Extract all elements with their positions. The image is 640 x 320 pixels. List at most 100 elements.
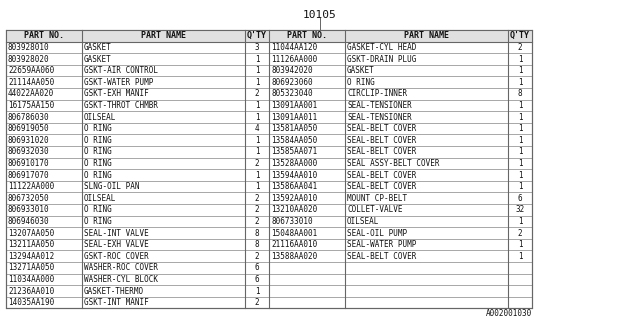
Text: 13210AA020: 13210AA020 xyxy=(271,205,317,214)
Text: 13294AA012: 13294AA012 xyxy=(8,252,54,261)
Text: 8: 8 xyxy=(255,240,259,249)
Text: O RING: O RING xyxy=(84,171,112,180)
Text: 21114AA050: 21114AA050 xyxy=(8,78,54,87)
Text: GSKT-DRAIN PLUG: GSKT-DRAIN PLUG xyxy=(347,54,417,63)
Text: 1: 1 xyxy=(518,147,522,156)
Text: GSKT-INT MANIF: GSKT-INT MANIF xyxy=(84,298,148,307)
Text: SEAL-BELT COVER: SEAL-BELT COVER xyxy=(347,147,417,156)
Text: GSKT-EXH MANIF: GSKT-EXH MANIF xyxy=(84,89,148,98)
Text: 1: 1 xyxy=(255,147,259,156)
Text: 1: 1 xyxy=(518,159,522,168)
Text: O RING: O RING xyxy=(84,124,112,133)
Text: MOUNT CP-BELT: MOUNT CP-BELT xyxy=(347,194,407,203)
Text: O RING: O RING xyxy=(84,159,112,168)
Text: 803928020: 803928020 xyxy=(8,54,50,63)
Text: 13588AA020: 13588AA020 xyxy=(271,252,317,261)
Text: 6: 6 xyxy=(255,263,259,272)
Text: 1: 1 xyxy=(518,136,522,145)
Text: 1: 1 xyxy=(518,113,522,122)
Bar xyxy=(6,30,532,308)
Text: 806933010: 806933010 xyxy=(8,205,50,214)
Text: 15048AA001: 15048AA001 xyxy=(271,228,317,237)
Text: 6: 6 xyxy=(255,275,259,284)
Text: 13271AA050: 13271AA050 xyxy=(8,263,54,272)
Text: CIRCLIP-INNER: CIRCLIP-INNER xyxy=(347,89,407,98)
Text: 11034AA000: 11034AA000 xyxy=(8,275,54,284)
Text: 803928010: 803928010 xyxy=(8,43,50,52)
Text: 13091AA011: 13091AA011 xyxy=(271,113,317,122)
Text: SEAL-BELT COVER: SEAL-BELT COVER xyxy=(347,182,417,191)
Text: 1: 1 xyxy=(255,286,259,295)
Text: 1: 1 xyxy=(255,78,259,87)
Text: 806910170: 806910170 xyxy=(8,159,50,168)
Text: O RING: O RING xyxy=(84,217,112,226)
Text: 6: 6 xyxy=(518,194,522,203)
Text: 806932030: 806932030 xyxy=(8,147,50,156)
Text: O RING: O RING xyxy=(84,136,112,145)
Text: 16175AA150: 16175AA150 xyxy=(8,101,54,110)
Text: 44022AA020: 44022AA020 xyxy=(8,89,54,98)
Text: 4: 4 xyxy=(255,124,259,133)
Text: 2: 2 xyxy=(255,159,259,168)
Text: 1: 1 xyxy=(255,136,259,145)
Text: PART NO.: PART NO. xyxy=(287,31,327,40)
Text: 21116AA010: 21116AA010 xyxy=(271,240,317,249)
Text: SEAL-EXH VALVE: SEAL-EXH VALVE xyxy=(84,240,148,249)
Text: SEAL-TENSIONER: SEAL-TENSIONER xyxy=(347,101,412,110)
Text: GSKT-AIR CONTROL: GSKT-AIR CONTROL xyxy=(84,66,158,75)
Text: 2: 2 xyxy=(518,228,522,237)
Text: 13528AA000: 13528AA000 xyxy=(271,159,317,168)
Text: 803942020: 803942020 xyxy=(271,66,312,75)
Text: 1: 1 xyxy=(255,66,259,75)
Text: GSKT-WATER PUMP: GSKT-WATER PUMP xyxy=(84,78,154,87)
Text: 13594AA010: 13594AA010 xyxy=(271,171,317,180)
Text: 806786030: 806786030 xyxy=(8,113,50,122)
Text: SEAL-TENSIONER: SEAL-TENSIONER xyxy=(347,113,412,122)
Text: WASHER-ROC COVER: WASHER-ROC COVER xyxy=(84,263,158,272)
Text: 13584AA050: 13584AA050 xyxy=(271,136,317,145)
Text: GASKET: GASKET xyxy=(84,43,112,52)
Text: 11044AA120: 11044AA120 xyxy=(271,43,317,52)
Text: 1: 1 xyxy=(255,171,259,180)
Text: SEAL-BELT COVER: SEAL-BELT COVER xyxy=(347,136,417,145)
Text: Q'TY: Q'TY xyxy=(510,31,530,40)
Text: OILSEAL: OILSEAL xyxy=(84,113,116,122)
Text: 806931020: 806931020 xyxy=(8,136,50,145)
Text: 2: 2 xyxy=(255,298,259,307)
Text: Q'TY: Q'TY xyxy=(247,31,267,40)
Text: 8: 8 xyxy=(255,228,259,237)
Text: 1: 1 xyxy=(255,182,259,191)
Text: OILSEAL: OILSEAL xyxy=(347,217,380,226)
Text: WASHER-CYL BLOCK: WASHER-CYL BLOCK xyxy=(84,275,158,284)
Text: 13586AA041: 13586AA041 xyxy=(271,182,317,191)
Text: 11122AA000: 11122AA000 xyxy=(8,182,54,191)
Text: PART NO.: PART NO. xyxy=(24,31,64,40)
Text: O RING: O RING xyxy=(84,147,112,156)
Text: 1: 1 xyxy=(255,54,259,63)
Text: GSKT-THROT CHMBR: GSKT-THROT CHMBR xyxy=(84,101,158,110)
Text: GASKET: GASKET xyxy=(347,66,375,75)
Text: PART NAME: PART NAME xyxy=(404,31,449,40)
Text: 1: 1 xyxy=(518,217,522,226)
Text: 13091AA001: 13091AA001 xyxy=(271,101,317,110)
Text: 806919050: 806919050 xyxy=(8,124,50,133)
Text: SEAL-BELT COVER: SEAL-BELT COVER xyxy=(347,124,417,133)
Text: 13211AA050: 13211AA050 xyxy=(8,240,54,249)
Text: 805323040: 805323040 xyxy=(271,89,312,98)
Text: 13585AA071: 13585AA071 xyxy=(271,147,317,156)
Text: 13592AA010: 13592AA010 xyxy=(271,194,317,203)
Text: OILSEAL: OILSEAL xyxy=(84,194,116,203)
Text: 2: 2 xyxy=(255,217,259,226)
Text: 806923060: 806923060 xyxy=(271,78,312,87)
Text: 1: 1 xyxy=(518,252,522,261)
Text: PART NAME: PART NAME xyxy=(141,31,186,40)
Text: COLLET-VALVE: COLLET-VALVE xyxy=(347,205,403,214)
Text: 806733010: 806733010 xyxy=(271,217,312,226)
Text: O RING: O RING xyxy=(347,78,375,87)
Text: 1: 1 xyxy=(518,240,522,249)
Text: 1: 1 xyxy=(518,54,522,63)
Text: 22659AA060: 22659AA060 xyxy=(8,66,54,75)
Bar xyxy=(6,30,532,42)
Text: 2: 2 xyxy=(255,252,259,261)
Text: 32: 32 xyxy=(515,205,525,214)
